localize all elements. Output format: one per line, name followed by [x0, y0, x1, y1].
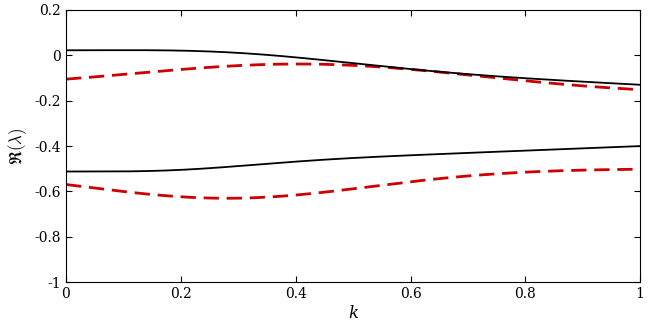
Y-axis label: $\mathfrak{R}(\lambda)$: $\mathfrak{R}(\lambda)$: [6, 127, 29, 165]
X-axis label: k: k: [348, 305, 358, 322]
